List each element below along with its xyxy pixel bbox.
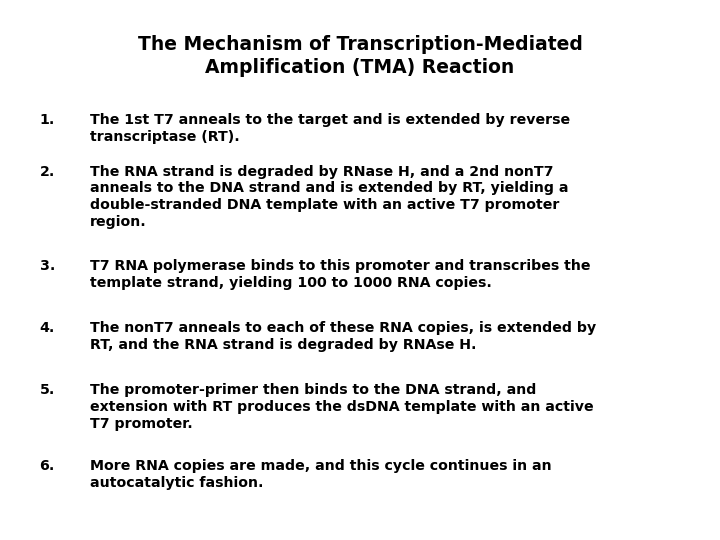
Text: The promoter-primer then binds to the DNA strand, and
extension with RT produces: The promoter-primer then binds to the DN… (90, 383, 593, 431)
Text: 5.: 5. (40, 383, 55, 397)
Text: More RNA copies are made, and this cycle continues in an
autocatalytic fashion.: More RNA copies are made, and this cycle… (90, 459, 552, 490)
Text: The 1st T7 anneals to the target and is extended by reverse
transcriptase (RT).: The 1st T7 anneals to the target and is … (90, 113, 570, 144)
Text: 6.: 6. (40, 459, 55, 473)
Text: The nonT7 anneals to each of these RNA copies, is extended by
RT, and the RNA st: The nonT7 anneals to each of these RNA c… (90, 321, 596, 352)
Text: T7 RNA polymerase binds to this promoter and transcribes the
template strand, yi: T7 RNA polymerase binds to this promoter… (90, 259, 590, 290)
Text: 2.: 2. (40, 165, 55, 179)
Text: 1.: 1. (40, 113, 55, 127)
Text: The RNA strand is degraded by RNase H, and a 2nd nonT7
anneals to the DNA strand: The RNA strand is degraded by RNase H, a… (90, 165, 569, 229)
Text: 4.: 4. (40, 321, 55, 335)
Text: The Mechanism of Transcription-Mediated
Amplification (TMA) Reaction: The Mechanism of Transcription-Mediated … (138, 35, 582, 77)
Text: 3.: 3. (40, 259, 55, 273)
